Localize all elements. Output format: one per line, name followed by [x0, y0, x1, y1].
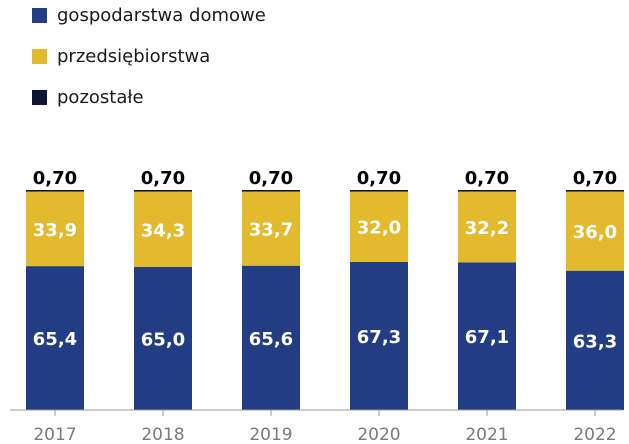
- legend-item-households: gospodarstwa domowe: [32, 5, 266, 26]
- data-label-other: 0,70: [33, 168, 77, 189]
- data-label-households: 67,3: [357, 327, 401, 348]
- bar-segment-other: [566, 190, 624, 192]
- data-label-other: 0,70: [465, 168, 509, 189]
- bar-segment-enterprises: [566, 191, 624, 271]
- bar-segment-other: [134, 190, 192, 192]
- bar-segment-households: [242, 265, 300, 410]
- bar-segment-households: [458, 262, 516, 410]
- bar-segment-households: [134, 267, 192, 410]
- x-tick-label: 2020: [357, 425, 400, 444]
- x-tick-label: 2017: [33, 425, 76, 444]
- bar-segment-other: [458, 190, 516, 192]
- bar-segment-other: [242, 190, 300, 192]
- legend-swatch-other: [32, 90, 47, 105]
- data-label-enterprises: 36,0: [573, 222, 617, 243]
- data-label-enterprises: 32,0: [357, 218, 401, 239]
- data-label-enterprises: 33,7: [249, 220, 293, 241]
- data-label-other: 0,70: [249, 168, 293, 189]
- legend-swatch-enterprises: [32, 49, 47, 64]
- bar-segment-enterprises: [26, 191, 84, 267]
- data-label-households: 67,1: [465, 327, 509, 348]
- data-label-households: 63,3: [573, 331, 617, 352]
- data-label-other: 0,70: [357, 168, 401, 189]
- legend: gospodarstwa domowe przedsiębiorstwa poz…: [32, 5, 266, 108]
- data-label-households: 65,0: [141, 330, 185, 351]
- bar-segment-other: [350, 190, 408, 192]
- legend-label-other: pozostałe: [57, 87, 144, 108]
- x-tick-label: 2022: [573, 425, 616, 444]
- data-label-other: 0,70: [141, 168, 185, 189]
- data-label-other: 0,70: [573, 168, 617, 189]
- x-tick-label: 2019: [249, 425, 292, 444]
- data-label-enterprises: 33,9: [33, 220, 77, 241]
- bar-segment-households: [566, 270, 624, 410]
- legend-label-households: gospodarstwa domowe: [57, 5, 266, 26]
- legend-item-other: pozostałe: [32, 87, 266, 108]
- bar-segment-enterprises: [134, 191, 192, 267]
- legend-swatch-households: [32, 8, 47, 23]
- data-label-households: 65,6: [249, 329, 293, 350]
- legend-item-enterprises: przedsiębiorstwa: [32, 46, 266, 67]
- x-tick-label: 2018: [141, 425, 184, 444]
- bar-segment-other: [26, 190, 84, 192]
- data-label-enterprises: 34,3: [141, 220, 185, 241]
- bar-segment-households: [350, 261, 408, 410]
- bar-segment-households: [26, 266, 84, 410]
- data-label-households: 65,4: [33, 329, 77, 350]
- data-label-enterprises: 32,2: [465, 218, 509, 239]
- legend-label-enterprises: przedsiębiorstwa: [57, 46, 211, 67]
- bar-segment-enterprises: [350, 191, 408, 262]
- bar-segment-enterprises: [242, 191, 300, 266]
- bar-segment-enterprises: [458, 191, 516, 263]
- x-tick-label: 2021: [465, 425, 508, 444]
